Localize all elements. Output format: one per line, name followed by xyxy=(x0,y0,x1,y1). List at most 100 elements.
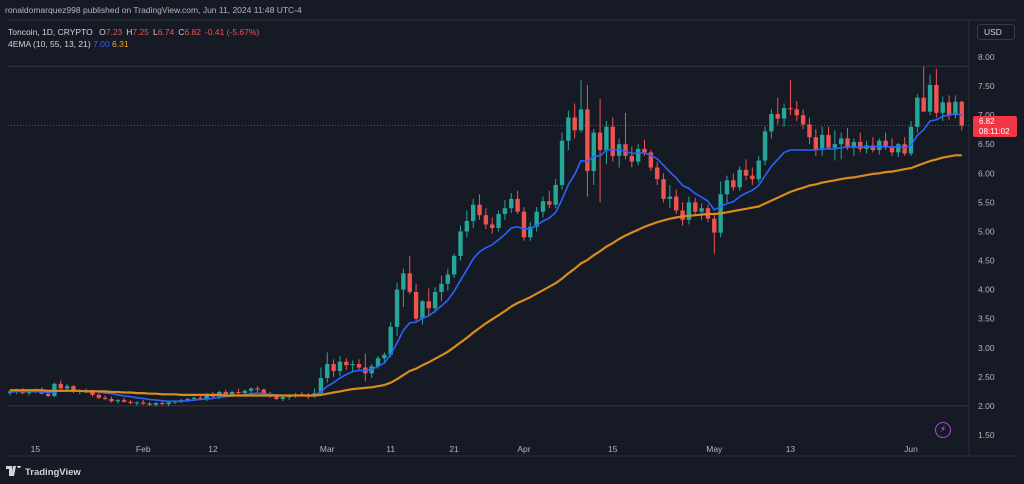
indicator-label: 4EMA (10, 55, 13, 21) xyxy=(8,39,91,49)
candle-body xyxy=(160,403,165,405)
lightning-icon[interactable]: ⚡ xyxy=(935,422,951,438)
candle-body xyxy=(712,218,717,233)
candle-body xyxy=(153,403,159,405)
brand-label: TradingView xyxy=(25,467,81,478)
countdown-timer: 08:11:02 xyxy=(979,127,1010,136)
candle-body xyxy=(71,386,76,392)
x-tick-label: 15 xyxy=(31,444,41,454)
candle-body xyxy=(896,144,901,153)
last-price: 6.82 xyxy=(979,117,995,126)
candle-body xyxy=(528,226,533,238)
candle-body xyxy=(515,198,520,212)
candle-body xyxy=(642,148,647,153)
candle-body xyxy=(877,140,882,151)
candle-body xyxy=(134,402,140,404)
candle-body xyxy=(832,144,838,148)
candle-body xyxy=(464,220,470,232)
candle-body xyxy=(858,141,863,149)
symbol-label: Toncoin, 1D, CRYPTO xyxy=(8,27,93,37)
candle-body xyxy=(781,108,787,119)
indicator-legend[interactable]: 4EMA (10, 55, 13, 21) 7.00 6.31 xyxy=(8,39,129,49)
candle-body xyxy=(940,102,945,113)
candle-body xyxy=(534,211,539,227)
tradingview-logo[interactable]: TradingView xyxy=(6,466,81,478)
candle-body xyxy=(635,148,641,162)
x-tick-label: 11 xyxy=(386,444,395,454)
candle-body xyxy=(800,115,806,125)
candle-body xyxy=(223,391,228,395)
candle-body xyxy=(331,364,336,372)
candle-body xyxy=(325,364,330,379)
candle-body xyxy=(674,196,679,211)
candle-body xyxy=(889,147,895,153)
candle-body xyxy=(439,283,444,292)
candle-body xyxy=(236,391,241,394)
candle-body xyxy=(64,386,70,389)
candle-body xyxy=(375,358,381,367)
ohlc-value: 7.25 xyxy=(132,27,149,37)
candle-body xyxy=(191,397,197,399)
candle-body xyxy=(26,391,32,394)
candle-body xyxy=(724,180,730,195)
candle-body xyxy=(394,289,400,327)
y-tick-label: 6.00 xyxy=(978,168,995,178)
candle-body xyxy=(229,391,235,395)
candle-body xyxy=(502,208,508,215)
candle-body xyxy=(58,383,63,389)
candle-body xyxy=(255,388,260,390)
candle-body xyxy=(915,97,920,127)
ohlc-key: C xyxy=(178,27,185,37)
candle-body xyxy=(648,152,654,168)
candle-body xyxy=(686,202,692,220)
candle-body xyxy=(731,180,736,188)
candle-body xyxy=(623,144,628,156)
candle-body xyxy=(693,202,698,212)
candle-body xyxy=(559,140,565,185)
ohlc-item: L6.74 xyxy=(153,27,174,37)
candle-body xyxy=(198,397,203,399)
symbol-legend: Toncoin, 1D, CRYPTO O7.23 H7.25 L6.74 C6.82… xyxy=(8,27,259,37)
candle-body xyxy=(870,145,876,151)
candle-body xyxy=(280,397,286,399)
candle-body xyxy=(401,273,406,290)
candle-body xyxy=(350,364,355,366)
candle-body xyxy=(953,101,958,116)
candle-body xyxy=(115,400,121,402)
candle-body xyxy=(420,301,425,319)
candle-body xyxy=(7,391,13,394)
candle-body xyxy=(204,394,209,399)
candle-body xyxy=(667,196,673,199)
candle-body xyxy=(382,354,387,359)
tradingview-logo-icon xyxy=(6,466,21,476)
currency-button[interactable]: USD xyxy=(977,24,1015,40)
ohlc-key: H xyxy=(126,27,133,37)
candle-body xyxy=(934,84,939,113)
candle-body xyxy=(654,167,660,180)
candle-body xyxy=(743,169,749,176)
ohlc-item: O7.23 xyxy=(99,27,122,37)
last-price-tag: 6.82 08:11:02 xyxy=(973,116,1017,137)
y-tick-label: 2.00 xyxy=(978,401,995,411)
candle-body xyxy=(490,224,495,228)
candle-body xyxy=(597,132,603,151)
candle-body xyxy=(318,378,324,394)
y-tick-label: 2.50 xyxy=(978,372,995,382)
x-tick-label: May xyxy=(706,444,723,454)
candle-body xyxy=(572,117,577,131)
candle-body xyxy=(578,109,584,131)
candle-body xyxy=(585,109,590,171)
candle-body xyxy=(553,184,558,205)
y-tick-label: 7.50 xyxy=(978,81,995,91)
candle-body xyxy=(927,84,933,112)
ohlc-item: -0.41 (-5.67%) xyxy=(205,27,259,37)
ohlc-key: O xyxy=(99,27,106,37)
candle-body xyxy=(566,117,571,141)
candle-body xyxy=(141,402,146,404)
ohlc-item: H7.25 xyxy=(126,27,149,37)
candle-body xyxy=(737,169,742,188)
candle-body xyxy=(122,400,127,402)
candle-body xyxy=(610,126,615,156)
ema-fast-value: 7.00 xyxy=(93,39,110,49)
x-tick-label: 12 xyxy=(208,444,218,454)
